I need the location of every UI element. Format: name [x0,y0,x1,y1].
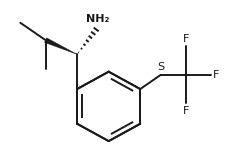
Text: F: F [212,70,218,80]
Text: S: S [156,63,164,73]
Text: F: F [182,34,188,44]
Polygon shape [44,38,77,54]
Text: F: F [182,106,188,116]
Text: NH₂: NH₂ [86,14,109,24]
